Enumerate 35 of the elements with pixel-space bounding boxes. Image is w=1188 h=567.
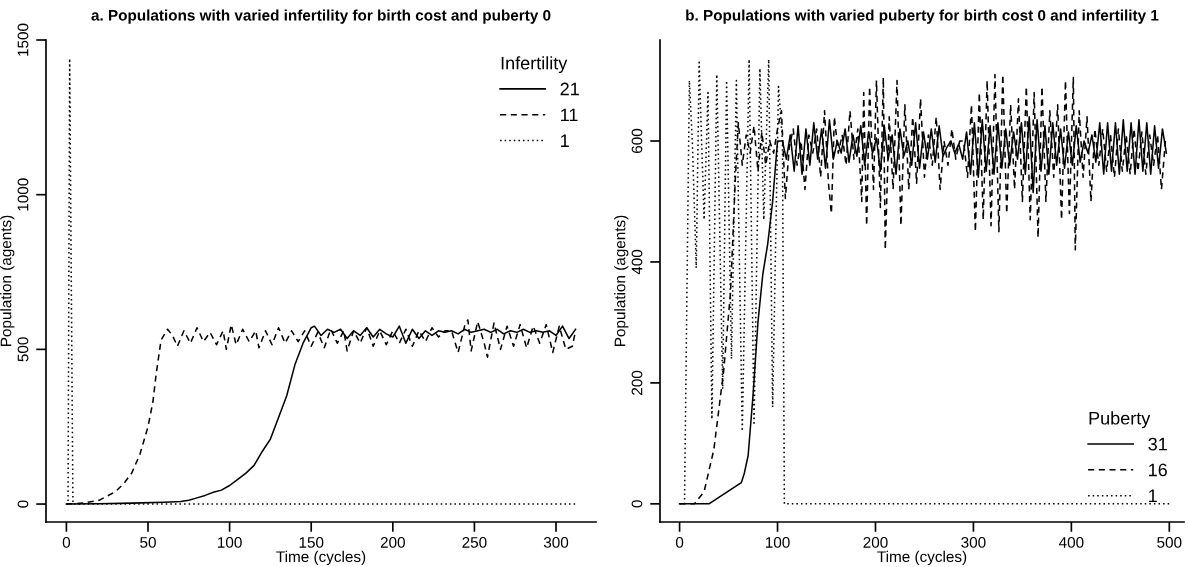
x-tick-label: 100 <box>218 536 242 548</box>
y-tick-label: 600 <box>631 128 643 153</box>
y-tick-label: 500 <box>17 337 29 362</box>
chart-title: a. Populations with varied infertility for birth cost and puberty 0 <box>91 9 551 24</box>
legend-title: Puberty <box>1089 411 1151 429</box>
x-tick-label: 300 <box>961 536 986 548</box>
x-axis-title: Time (cycles) <box>877 550 967 566</box>
x-tick-label: 50 <box>140 536 156 548</box>
x-tick-label: 0 <box>62 536 71 548</box>
legend-title: Infertility <box>501 56 568 74</box>
y-tick-label: 200 <box>631 370 643 395</box>
legend-label: 1 <box>1149 489 1157 502</box>
x-tick-label: 100 <box>765 536 790 548</box>
y-tick-label: 0 <box>17 500 29 508</box>
y-tick-label: 400 <box>631 249 643 275</box>
legend-label: 21 <box>560 82 579 96</box>
x-tick-label: 400 <box>1058 536 1084 548</box>
x-tick-label: 150 <box>299 536 324 548</box>
y-axis-title: Population (agents) <box>0 215 15 346</box>
x-tick-label: 300 <box>543 536 569 548</box>
x-axis-title: Time (cycles) <box>276 550 366 566</box>
x-tick-label: 0 <box>675 536 684 548</box>
y-tick-label: 0 <box>631 500 643 508</box>
x-tick-label: 200 <box>863 536 888 548</box>
legend-label: 1 <box>561 134 569 147</box>
legend-label: 11 <box>561 108 578 122</box>
y-axis-title: Population (agents) <box>614 215 629 346</box>
y-tick-label: 1000 <box>17 178 29 211</box>
x-tick-label: 200 <box>380 536 405 548</box>
x-tick-label: 500 <box>1157 536 1182 548</box>
legend-label: 31 <box>1148 437 1167 451</box>
y-tick-label: 1500 <box>17 23 29 56</box>
chart-title: b. Populations with varied puberty for birth cost 0 and infertility 1 <box>686 9 1159 24</box>
x-tick-label: 250 <box>462 536 487 548</box>
legend-label: 16 <box>1149 463 1167 477</box>
